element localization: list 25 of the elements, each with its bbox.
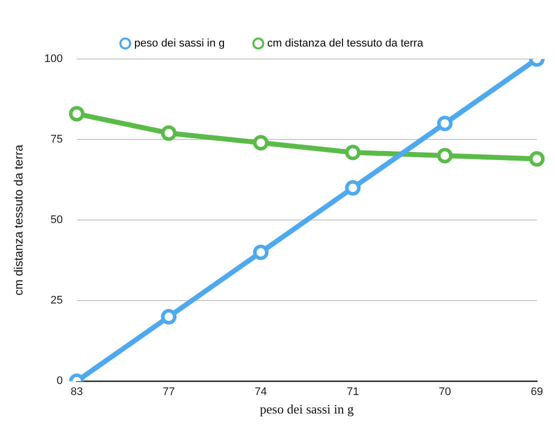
point <box>437 116 453 132</box>
y-tick-label: 25 <box>50 294 63 307</box>
x-tick-label: 83 <box>70 386 83 398</box>
y-tick-label: 50 <box>50 214 63 226</box>
x-tick-label: 71 <box>346 386 359 398</box>
point <box>529 151 545 167</box>
x-tick-label: 70 <box>438 386 451 398</box>
x-axis-title: peso dei sassi in g <box>260 402 354 417</box>
x-tick-label: 74 <box>254 386 267 398</box>
y-tick-label: 100 <box>44 53 63 66</box>
point <box>69 106 85 122</box>
point <box>437 148 453 164</box>
point <box>253 135 269 151</box>
point <box>161 125 177 141</box>
x-tick-label: 77 <box>162 386 175 398</box>
legend-label: peso dei sassi in g <box>134 38 225 50</box>
point <box>161 309 177 325</box>
point <box>253 244 269 260</box>
legend-label: cm distanza del tessuto da terra <box>267 38 424 50</box>
point <box>345 144 361 160</box>
point <box>345 180 361 196</box>
x-tick-label: 69 <box>530 386 544 398</box>
y-axis-title: cm distanza tessuto da terra <box>12 144 26 296</box>
y-tick-label: 75 <box>50 134 63 146</box>
y-tick-label: 0 <box>56 375 63 388</box>
